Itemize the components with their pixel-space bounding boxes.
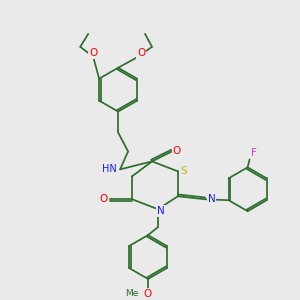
Text: O: O	[137, 48, 145, 58]
Text: F: F	[251, 148, 256, 158]
Text: O: O	[143, 289, 151, 299]
Text: N: N	[208, 194, 215, 204]
Text: S: S	[181, 166, 187, 176]
Text: O: O	[89, 48, 97, 58]
Text: HN: HN	[102, 164, 117, 174]
Text: O: O	[99, 194, 107, 204]
Text: N: N	[157, 206, 165, 216]
Text: O: O	[173, 146, 181, 156]
Text: Me: Me	[125, 290, 138, 298]
